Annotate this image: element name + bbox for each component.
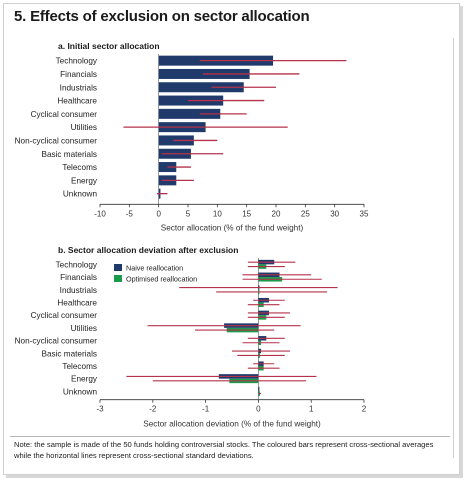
panel-b-title: b. Sector allocation deviation after exc… [58,245,239,255]
chart-b: -3 -2 -1 0 1 2 Technology Financials Industrials… [15,258,367,429]
category-label: Non-cyclical consumer [15,337,98,346]
category-label: Basic materials [41,150,97,159]
x-tick-label: -10 [94,209,106,218]
legend-label-optimised: Optimised reallocation [126,275,197,284]
x-tick-label: -3 [96,405,104,414]
figure-title: 5. Effects of exclusion on sector alloca… [14,8,310,25]
category-label: Non-cyclical consumer [15,136,98,145]
x-tick-label: 0 [256,405,261,414]
x-tick-label: 25 [301,209,310,218]
x-axis-title: Sector allocation deviation (% of the fu… [143,420,321,429]
category-label: Energy [71,375,98,384]
category-label: Telecoms [62,163,97,172]
category-label: Industrials [60,286,97,295]
category-label: Energy [71,176,98,185]
panel-a-title: a. Initial sector allocation [58,41,160,51]
figure-frame [3,3,460,475]
x-tick-label: 2 [362,405,367,414]
category-label: Financials [60,70,97,79]
bar-naive [258,386,260,392]
x-tick-label: 5 [186,209,191,218]
x-tick-label: 20 [272,209,281,218]
legend-swatch-optimised [114,275,122,282]
category-label: Cyclical consumer [31,311,98,320]
note-divider [10,436,450,437]
x-tick-label: 10 [213,209,222,218]
category-label: Basic materials [41,349,97,358]
x-tick-label: 15 [242,209,251,218]
x-axis-title: Sector allocation (% of the fund weight) [161,223,304,232]
category-label: Industrials [60,83,97,92]
bar [158,108,221,119]
category-label: Financials [60,273,97,282]
category-label: Technology [56,260,98,269]
x-tick-label: -5 [126,209,134,218]
category-label: Unknown [63,387,98,396]
x-tick-label: 0 [156,209,161,218]
category-label: Unknown [63,190,98,199]
category-label: Utilities [71,123,97,132]
category-label: Cyclical consumer [31,110,98,119]
figure-note: Note: the sample is made of the 50 funds… [14,440,434,460]
chart-a: -10 -5 0 5 10 15 20 25 30 35 Technology Financials I… [15,54,369,232]
x-tick-label: 1 [309,405,314,414]
bar [158,82,244,93]
category-label: Healthcare [57,298,97,307]
x-tick-label: 30 [330,209,339,218]
legend-label-naive: Naive reallocation [126,264,183,273]
legend-swatch-naive [114,264,122,271]
page-edge-divider [453,38,454,458]
category-label: Utilities [71,324,97,333]
x-tick-label: 35 [360,209,369,218]
category-label: Healthcare [57,97,97,106]
x-tick-label: -2 [149,405,157,414]
category-label: Technology [56,57,98,66]
x-tick-label: -1 [202,405,210,414]
category-label: Telecoms [62,362,97,371]
